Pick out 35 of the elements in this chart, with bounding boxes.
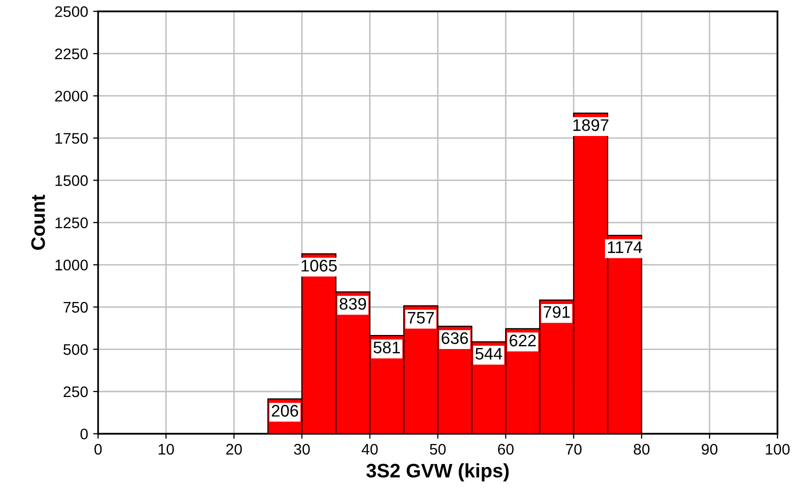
y-tick-label: 250 <box>64 386 88 398</box>
x-tick-label: 0 <box>94 444 102 455</box>
y-tick-label: 1750 <box>56 132 88 144</box>
y-tick-label: 2000 <box>55 90 88 102</box>
x-tick-label: 70 <box>566 444 582 455</box>
data-label: 1174 <box>608 242 642 254</box>
data-label: 544 <box>475 348 502 360</box>
x-axis-title: 3S2 GVW (kips) <box>366 463 509 482</box>
y-tick-label: 0 <box>80 428 88 440</box>
x-tick-label: 40 <box>362 444 378 455</box>
data-label: 1897 <box>573 119 608 132</box>
x-tick-label: 90 <box>702 444 718 455</box>
y-tick-label: 1000 <box>56 260 88 270</box>
data-label: 1065 <box>302 260 337 272</box>
x-tick-label: 60 <box>498 444 514 455</box>
data-label: 791 <box>544 306 570 318</box>
x-tick-label: 50 <box>430 444 446 455</box>
y-tick-label: 750 <box>64 302 88 313</box>
x-tick-label: 10 <box>158 444 174 455</box>
data-label: 757 <box>408 312 434 324</box>
data-label: 622 <box>510 334 536 346</box>
y-tick-label: 2500 <box>55 6 88 18</box>
x-tick-label: 80 <box>634 444 650 455</box>
x-tick-label: 100 <box>766 444 790 455</box>
data-label: 581 <box>374 342 400 354</box>
x-tick-label: 30 <box>294 444 310 455</box>
data-label: 636 <box>442 332 468 344</box>
x-tick-label: 20 <box>226 444 242 455</box>
data-label: 206 <box>272 404 298 417</box>
y-tick-label: 2250 <box>55 48 88 60</box>
y-tick-label: 1250 <box>56 217 88 228</box>
y-tick-label: 1500 <box>56 175 88 186</box>
data-label: 839 <box>340 298 366 310</box>
y-tick-label: 500 <box>63 344 88 355</box>
y-axis-title: Count <box>31 194 45 250</box>
